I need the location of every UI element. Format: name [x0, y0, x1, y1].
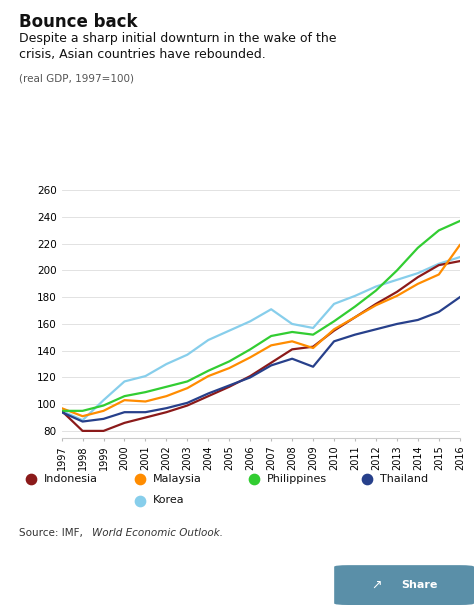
Text: Thailand: Thailand [380, 474, 428, 483]
Text: Philippines: Philippines [266, 474, 327, 483]
Text: Malaysia: Malaysia [153, 474, 201, 483]
Point [136, 474, 144, 484]
FancyBboxPatch shape [334, 565, 474, 605]
Point [250, 474, 257, 484]
Text: Indonesia: Indonesia [44, 474, 98, 483]
Point [27, 474, 35, 484]
Text: ↗: ↗ [372, 578, 382, 592]
Circle shape [0, 568, 197, 602]
Text: INTERNATIONAL: INTERNATIONAL [97, 572, 179, 581]
Text: Share: Share [401, 580, 438, 590]
Text: Korea: Korea [153, 495, 184, 505]
Text: World Economic Outlook.: World Economic Outlook. [92, 528, 223, 537]
Text: Despite a sharp initial downturn in the wake of the
crisis, Asian countries have: Despite a sharp initial downturn in the … [19, 32, 337, 61]
Text: MONETARY FUND: MONETARY FUND [97, 591, 185, 600]
Point [364, 474, 371, 484]
Text: Bounce back: Bounce back [19, 13, 137, 31]
Text: (real GDP, 1997=100): (real GDP, 1997=100) [19, 73, 134, 83]
Text: Source: IMF,: Source: IMF, [19, 528, 86, 537]
Point [136, 496, 144, 506]
